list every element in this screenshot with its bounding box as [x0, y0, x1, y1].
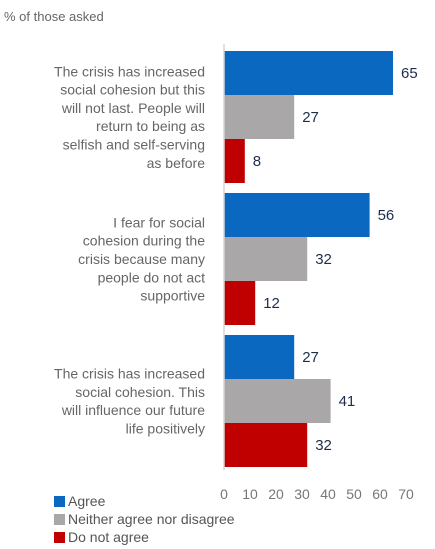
- category-label-line: as before: [147, 155, 206, 171]
- category-label: The crisis has increased social cohesion …: [54, 63, 205, 171]
- data-label: 12: [263, 295, 280, 312]
- category-label-line: will not last. People will: [61, 100, 205, 116]
- category-label-line: life positively: [126, 421, 205, 437]
- bar: [224, 423, 308, 467]
- legend-item: Neither agree nor disagree: [54, 510, 235, 528]
- bar: [224, 139, 245, 183]
- category-label-line: return to being as: [96, 118, 205, 134]
- legend-label: Neither agree nor disagree: [68, 511, 235, 527]
- x-tick-label: 30: [294, 486, 310, 502]
- bar: [224, 193, 370, 237]
- x-tick-label: 40: [320, 486, 336, 502]
- legend-item: Agree: [54, 492, 235, 510]
- data-label: 32: [315, 437, 332, 454]
- data-label: 41: [339, 393, 356, 410]
- data-label: 27: [302, 349, 319, 366]
- category-label-line: The crisis has increased: [54, 366, 205, 382]
- legend-swatch: [54, 513, 65, 525]
- category-label-line: cohesion during the: [83, 233, 205, 249]
- data-label: 8: [253, 153, 261, 170]
- legend-swatch: [54, 495, 65, 507]
- category-label-line: selfish and self-serving: [63, 136, 205, 152]
- category-label: The crisis has increased social cohesion.…: [54, 366, 205, 437]
- category-label-line: will influence our future: [61, 402, 205, 418]
- x-axis-ticks: 0 10 20 30 40 50 60 70: [220, 486, 414, 502]
- x-tick-label: 70: [398, 486, 414, 502]
- category-label-line: people do not act: [98, 269, 206, 285]
- data-label: 32: [315, 251, 332, 268]
- category-label-line: supportive: [140, 288, 205, 304]
- category-labels: The crisis has increased social cohesion …: [54, 63, 205, 436]
- data-label: 65: [401, 65, 418, 82]
- legend: Agree Neither agree nor disagree Do not ag…: [54, 492, 235, 546]
- bar: [224, 95, 295, 139]
- legend-label: Do not agree: [68, 529, 149, 545]
- bar: [224, 335, 295, 379]
- bar: [224, 379, 331, 423]
- x-tick-label: 0: [220, 486, 228, 502]
- legend-item: Do not agree: [54, 528, 235, 546]
- chart-subtitle: % of those asked: [4, 9, 104, 24]
- legend-label: Agree: [68, 493, 106, 509]
- data-label: 27: [302, 109, 319, 126]
- category-label-line: crisis because many: [78, 251, 205, 267]
- bar: [224, 237, 308, 281]
- x-tick-label: 50: [346, 486, 362, 502]
- category-label-line: I fear for social: [113, 214, 205, 230]
- x-tick-label: 20: [268, 486, 284, 502]
- legend-swatch: [54, 531, 65, 543]
- category-label-line: social cohesion but this: [60, 82, 205, 98]
- bar: [224, 281, 256, 325]
- bars: [224, 51, 393, 467]
- data-labels: 65 56 27 27 32 41 8 12 32: [253, 65, 418, 454]
- x-tick-label: 10: [242, 486, 258, 502]
- category-label-line: The crisis has increased: [54, 63, 205, 79]
- bar: [224, 51, 393, 95]
- category-label-line: social cohesion. This: [75, 384, 205, 400]
- data-label: 56: [378, 207, 395, 224]
- category-label: I fear for social cohesion during the cris…: [78, 214, 205, 303]
- x-tick-label: 60: [372, 486, 388, 502]
